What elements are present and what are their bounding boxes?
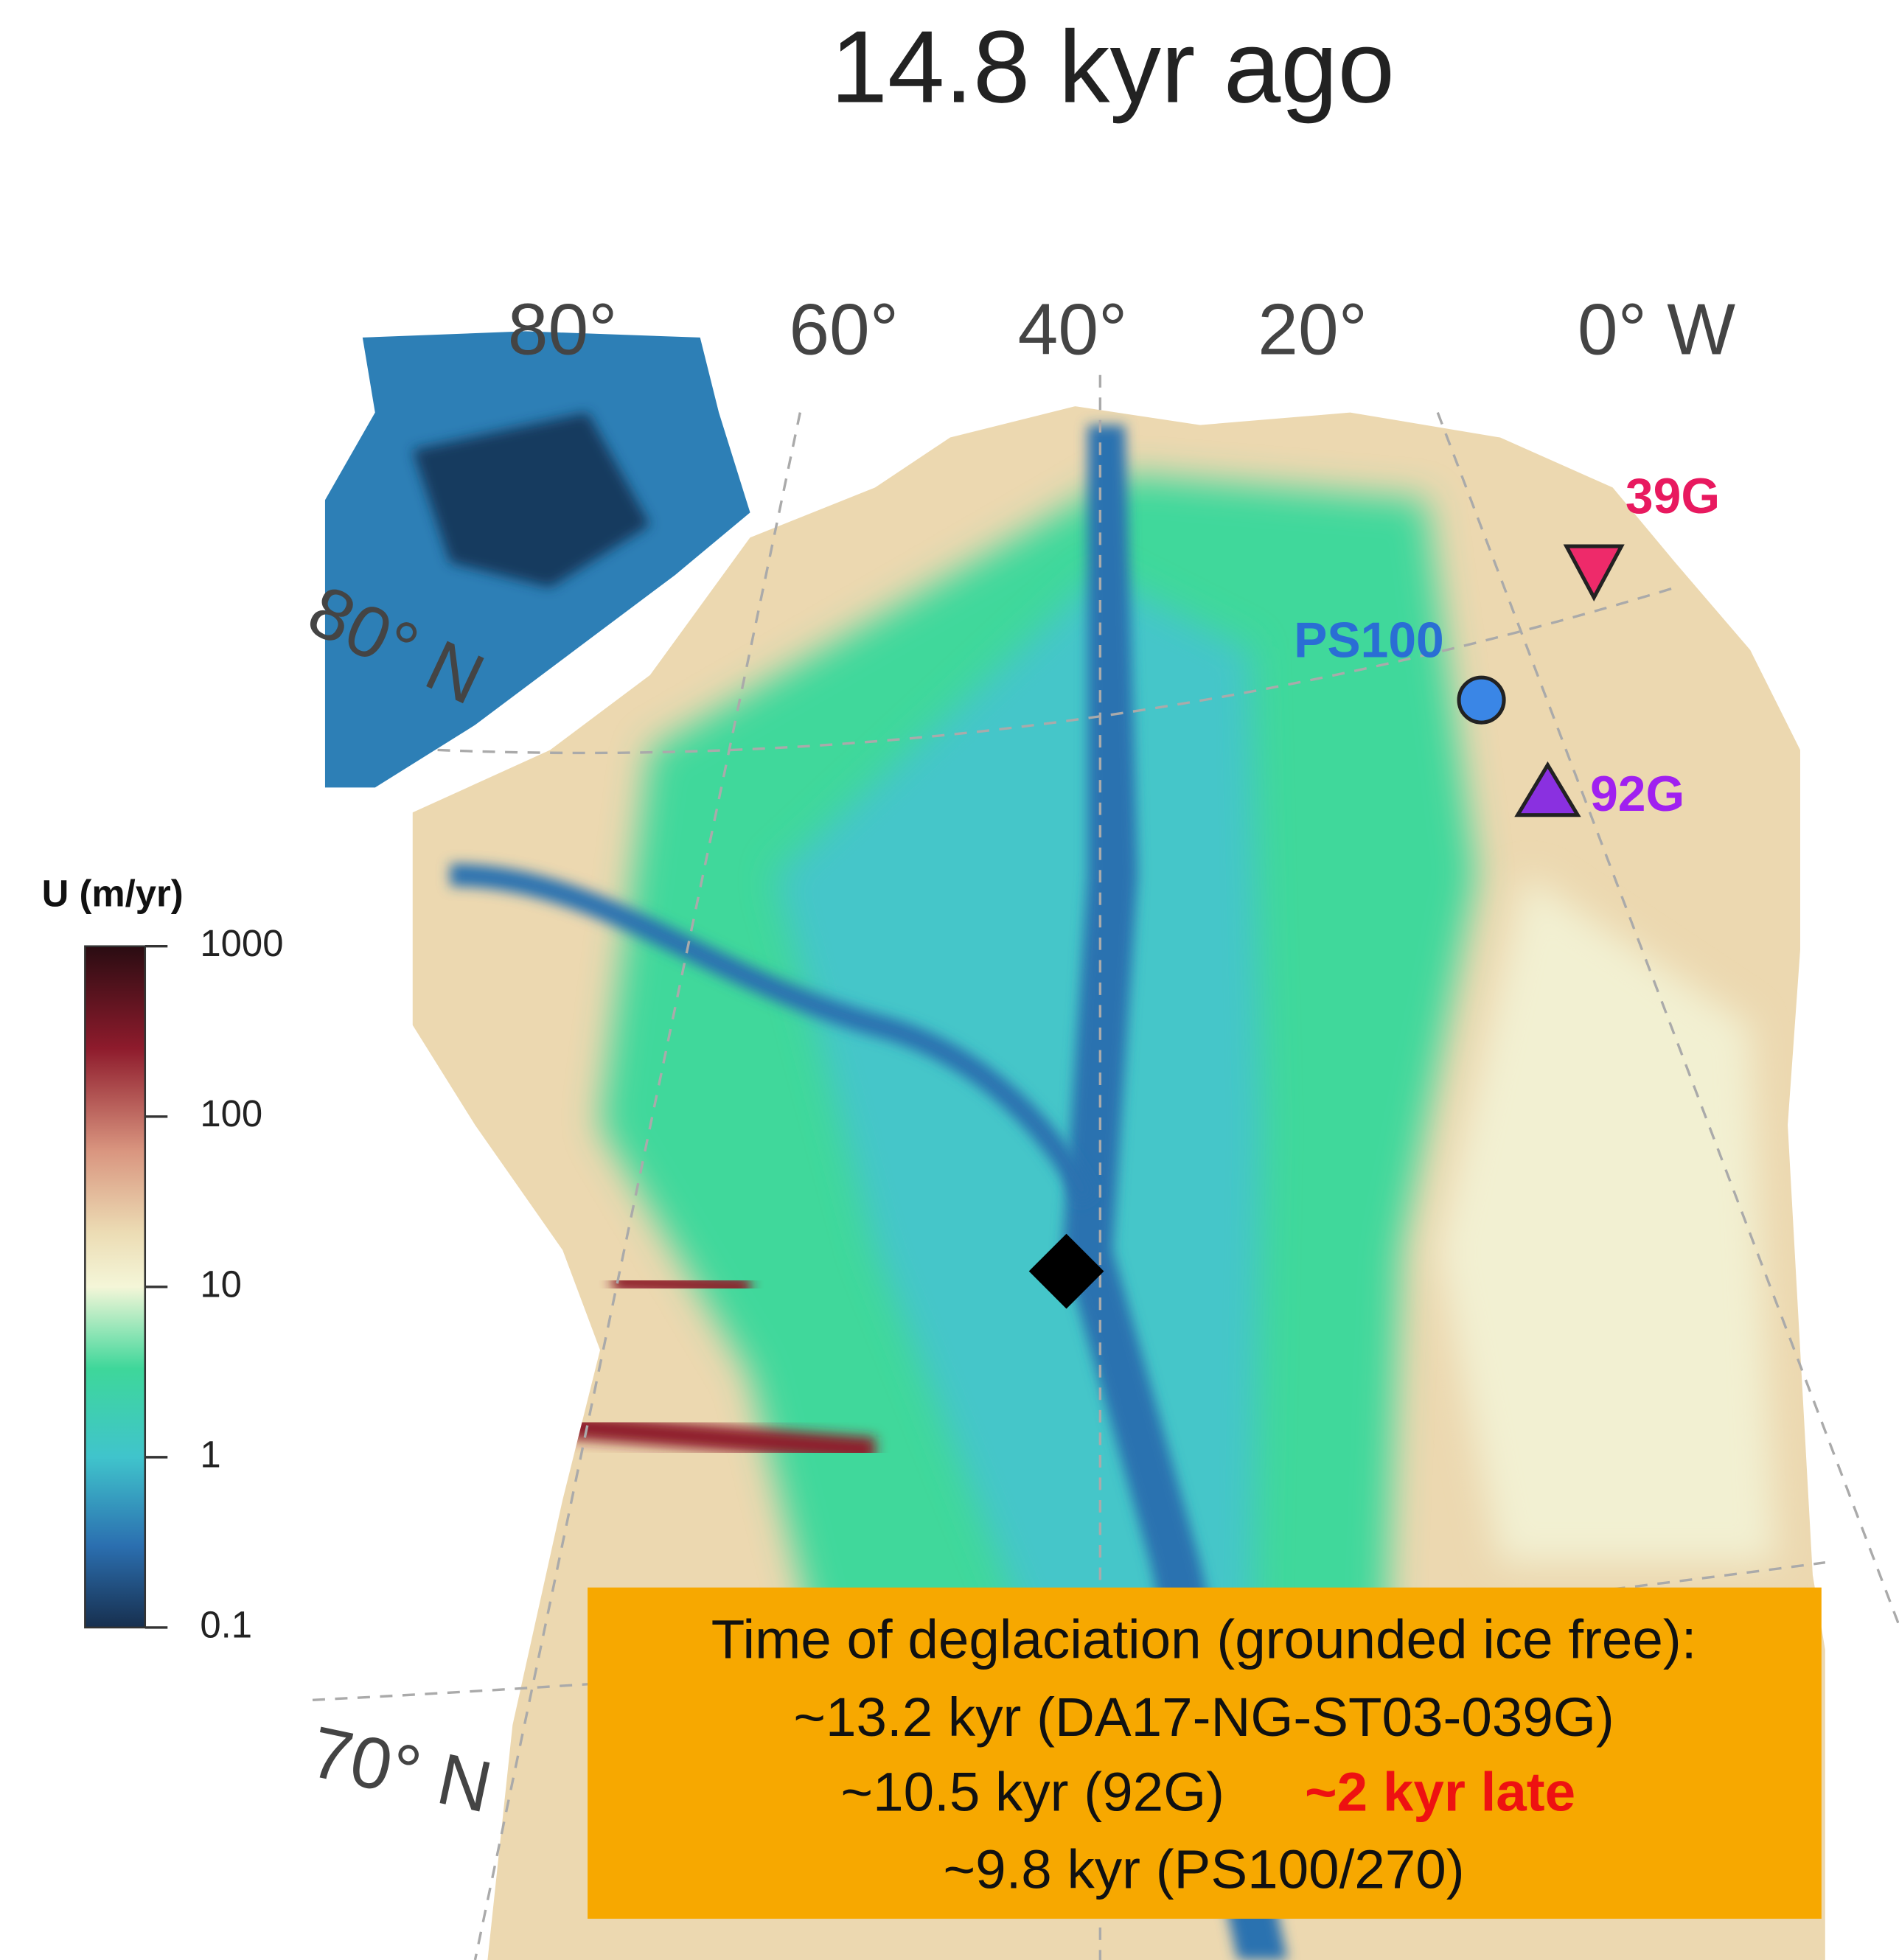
info-line: ~13.2 kyr (DA17-NG-ST03-039G) xyxy=(793,1686,1614,1748)
colorbar: U (m/yr) 0.1 1 10 100 1000 xyxy=(42,872,284,1645)
colorbar-ramp xyxy=(85,946,144,1628)
info-highlight: ~2 kyr late xyxy=(1305,1761,1575,1823)
info-line: ~10.5 kyr (92G) xyxy=(841,1761,1224,1823)
colorbar-tick-label: 100 xyxy=(200,1092,262,1134)
figure: 14.8 kyr ago 80° 60° 40° 20° 0° W 80° N … xyxy=(0,0,1899,1960)
lon-label: 40° xyxy=(1018,288,1128,369)
lon-label: 80° xyxy=(508,288,618,369)
info-box: Time of deglaciation (grounded ice free)… xyxy=(588,1588,1822,1919)
colorbar-title: U (m/yr) xyxy=(42,872,184,914)
site-label: 39G xyxy=(1626,469,1720,524)
lat-label: 70° N xyxy=(304,1711,499,1828)
page: 14.8 kyr ago 80° 60° 40° 20° 0° W 80° N … xyxy=(0,0,1899,1960)
colorbar-tick-label: 0.1 xyxy=(200,1603,252,1645)
site-label: PS100 xyxy=(1294,613,1444,668)
info-line: ~9.8 kyr (PS100/270) xyxy=(944,1838,1465,1900)
lon-label: 60° xyxy=(789,288,899,369)
colorbar-tick-label: 1000 xyxy=(200,922,283,964)
info-line: Time of deglaciation (grounded ice free)… xyxy=(711,1608,1697,1670)
lon-label: 0° W xyxy=(1578,288,1735,369)
title: 14.8 kyr ago xyxy=(831,10,1395,124)
colorbar-tick-label: 1 xyxy=(200,1433,220,1475)
site-label: 92G xyxy=(1590,767,1684,822)
lon-label: 20° xyxy=(1258,288,1367,369)
colorbar-tick-label: 10 xyxy=(200,1263,242,1305)
site-ps100-marker xyxy=(1459,677,1504,722)
